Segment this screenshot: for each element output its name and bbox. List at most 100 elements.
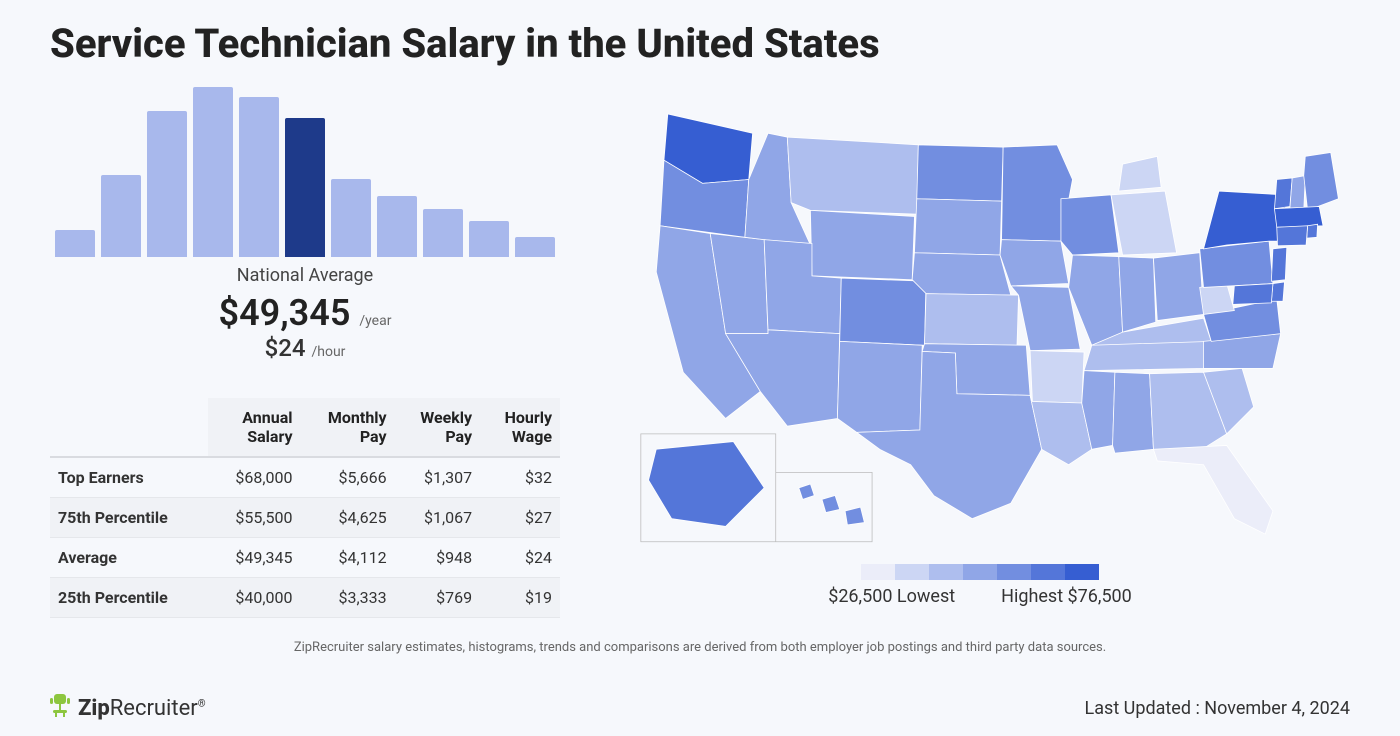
footer: ZipRecruiter® Last Updated : November 4,… <box>50 692 1350 724</box>
table-row: Top Earners$68,000$5,666$1,307$32 <box>50 457 560 498</box>
table-cell: $4,112 <box>301 538 395 578</box>
state-ak[interactable] <box>649 442 765 527</box>
state-in[interactable] <box>1119 257 1156 333</box>
table-cell: $769 <box>395 578 481 618</box>
brand-tm: ® <box>198 698 206 709</box>
table-row: Average$49,345$4,112$948$24 <box>50 538 560 578</box>
table-cell: $40,000 <box>208 578 300 618</box>
hour-value: $24 <box>265 334 306 362</box>
state-ct[interactable] <box>1277 226 1308 246</box>
state-nj[interactable] <box>1271 247 1286 281</box>
table-cell: $4,625 <box>301 498 395 538</box>
state-me[interactable] <box>1304 153 1339 211</box>
map-legend-swatches <box>610 564 1350 580</box>
legend-swatch <box>963 564 997 580</box>
legend-swatch <box>1031 564 1065 580</box>
right-column: $26,500 Lowest Highest $76,500 <box>610 87 1350 618</box>
state-sd[interactable] <box>914 199 1001 255</box>
salary-histogram <box>55 87 555 257</box>
state-oh[interactable] <box>1153 253 1203 321</box>
brand-zip: Zip <box>78 696 110 721</box>
state-tn[interactable] <box>1084 341 1211 370</box>
state-wi[interactable] <box>1061 195 1119 255</box>
histogram-bar <box>193 87 233 257</box>
table-row: 75th Percentile$55,500$4,625$1,067$27 <box>50 498 560 538</box>
table-cell: $948 <box>395 538 481 578</box>
state-ri[interactable] <box>1307 224 1318 238</box>
state-ar[interactable] <box>1030 351 1084 403</box>
histogram-bar <box>423 209 463 257</box>
table-cell: Top Earners <box>50 457 208 498</box>
table-cell: $1,307 <box>395 457 481 498</box>
brand-recruiter: Recruiter <box>110 696 198 721</box>
table-cell: $3,333 <box>301 578 395 618</box>
national-average-year: $49,345 /year <box>50 292 560 334</box>
table-header-row: AnnualSalaryMonthlyPayWeeklyPayHourlyWag… <box>50 398 560 457</box>
table-header-cell: WeeklyPay <box>395 398 481 457</box>
state-al[interactable] <box>1113 372 1154 453</box>
table-header-cell: MonthlyPay <box>301 398 395 457</box>
year-unit: /year <box>359 313 391 329</box>
state-vt[interactable] <box>1274 178 1292 209</box>
legend-swatch <box>929 564 963 580</box>
table-cell: $5,666 <box>301 457 395 498</box>
chair-icon <box>50 692 72 724</box>
disclaimer-text: ZipRecruiter salary estimates, histogram… <box>50 640 1350 655</box>
brand-logo: ZipRecruiter® <box>50 692 206 724</box>
table-cell: $68,000 <box>208 457 300 498</box>
left-column: National Average $49,345 /year $24 /hour… <box>50 87 560 618</box>
state-hi[interactable] <box>799 484 865 525</box>
legend-swatch <box>895 564 929 580</box>
state-co[interactable] <box>840 278 926 345</box>
state-ia[interactable] <box>1000 240 1069 286</box>
hour-unit: /hour <box>311 344 345 360</box>
salary-table: AnnualSalaryMonthlyPayWeeklyPayHourlyWag… <box>50 398 560 618</box>
content-row: National Average $49,345 /year $24 /hour… <box>50 87 1350 618</box>
state-ks[interactable] <box>925 294 1019 346</box>
state-nm[interactable] <box>837 341 922 432</box>
state-pa[interactable] <box>1200 241 1273 287</box>
state-mo[interactable] <box>1011 286 1080 351</box>
state-nd[interactable] <box>917 145 1003 201</box>
state-de[interactable] <box>1271 282 1284 301</box>
state-ne[interactable] <box>912 253 1011 295</box>
legend-swatch <box>1065 564 1099 580</box>
state-mi[interactable] <box>1111 156 1177 255</box>
state-wv[interactable] <box>1200 284 1235 315</box>
histogram-bar <box>469 221 509 257</box>
histogram-bar <box>377 196 417 257</box>
histogram-bar <box>515 237 555 257</box>
legend-swatch <box>997 564 1031 580</box>
legend-lowest: $26,500 Lowest <box>828 586 955 607</box>
page-title: Service Technician Salary in the United … <box>50 20 1350 67</box>
histogram-bar <box>101 175 141 257</box>
histogram-bar <box>147 111 187 257</box>
table-cell: $19 <box>480 578 560 618</box>
table-cell: $27 <box>480 498 560 538</box>
last-updated: Last Updated : November 4, 2024 <box>1085 698 1350 719</box>
state-md[interactable] <box>1233 284 1273 305</box>
table-cell: $55,500 <box>208 498 300 538</box>
histogram-bar <box>55 230 95 257</box>
state-wy[interactable] <box>810 210 914 279</box>
histogram-bar <box>285 118 325 257</box>
table-cell: Average <box>50 538 208 578</box>
state-mt[interactable] <box>787 137 918 214</box>
histogram-bar <box>331 179 371 257</box>
table-cell: $32 <box>480 457 560 498</box>
table-body: Top Earners$68,000$5,666$1,307$3275th Pe… <box>50 457 560 618</box>
table-cell: $24 <box>480 538 560 578</box>
us-map <box>610 87 1350 554</box>
state-fl[interactable] <box>1153 445 1272 534</box>
national-average-block: National Average $49,345 /year $24 /hour <box>50 265 560 362</box>
state-nh[interactable] <box>1290 176 1305 211</box>
table-cell: 75th Percentile <box>50 498 208 538</box>
national-average-hour: $24 /hour <box>50 334 560 362</box>
year-value: $49,345 <box>219 292 351 334</box>
table-cell: $49,345 <box>208 538 300 578</box>
histogram-bar <box>239 97 279 257</box>
national-average-label: National Average <box>50 265 560 286</box>
legend-highest: Highest $76,500 <box>1001 586 1132 607</box>
table-header-cell: HourlyWage <box>480 398 560 457</box>
table-header-cell <box>50 398 208 457</box>
